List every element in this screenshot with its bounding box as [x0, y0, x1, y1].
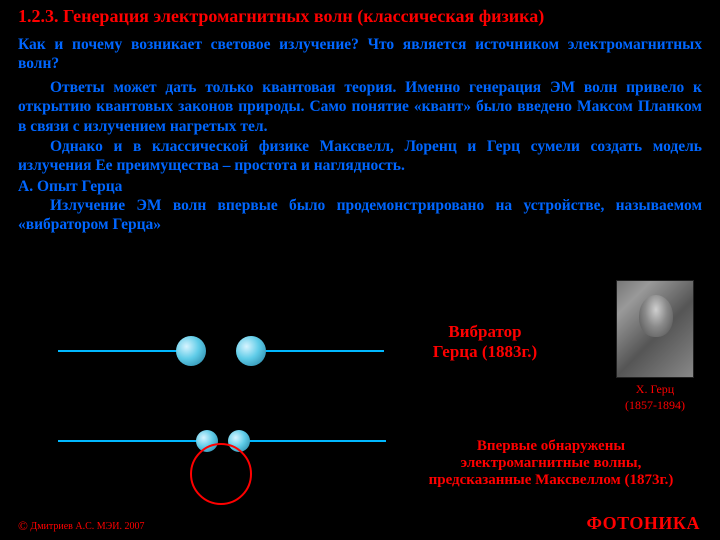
paragraph-3: Излучение ЭМ волн впервые было продемонс…: [18, 196, 702, 235]
discovery-line2: электромагнитные волны,: [406, 455, 696, 472]
vibrator-label-line1: Вибратор: [400, 322, 570, 342]
vibrator-wire-right: [264, 350, 384, 352]
hertz-portrait: [616, 280, 694, 378]
resonator-wire-left: [58, 440, 208, 442]
footer-author: © Дмитриев А.С. МЭИ. 2007: [18, 518, 145, 534]
intro-question: Как и почему возникает световое излучени…: [18, 35, 702, 74]
discovery-line3: предсказанные Максвеллом (1873г.): [406, 472, 696, 489]
vibrator-label-line2: Герца (1883г.): [400, 342, 570, 362]
discovery-label: Впервые обнаружены электромагнитные волн…: [406, 438, 696, 489]
paragraph-2: Однако и в классической физике Максвелл,…: [18, 137, 702, 176]
footer-brand: ФОТОНИКА: [586, 513, 700, 534]
vibrator-wire-left: [58, 350, 178, 352]
resonator-wire-right: [236, 440, 386, 442]
resonator-ring: [190, 443, 252, 505]
vibrator-ball-right: [236, 336, 266, 366]
section-title: 1.2.3. Генерация электромагнитных волн (…: [18, 6, 702, 27]
footer-author-text: Дмитриев А.С. МЭИ. 2007: [30, 521, 144, 532]
portrait-name: Х. Герц: [616, 382, 694, 397]
vibrator-label: Вибратор Герца (1883г.): [400, 322, 570, 362]
portrait-years: (1857-1894): [608, 398, 702, 413]
vibrator-ball-left: [176, 336, 206, 366]
subheading-a: А. Опыт Герца: [18, 177, 702, 196]
paragraph-1: Ответы может дать только квантовая теори…: [18, 78, 702, 136]
copyright-icon: ©: [18, 518, 28, 533]
discovery-line1: Впервые обнаружены: [406, 438, 696, 455]
hertz-diagram: Вибратор Герца (1883г.) Впервые обнаруже…: [0, 290, 720, 540]
